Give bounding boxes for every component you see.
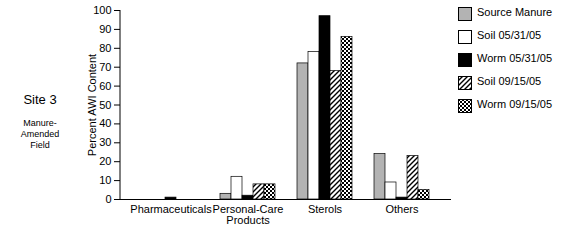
html-text:Worm 05/31/05: Worm 05/31/05 <box>477 52 552 64</box>
svg-text:40: 40 <box>99 117 111 129</box>
svg-text:80: 80 <box>99 42 111 54</box>
svg-text:90: 90 <box>99 23 111 35</box>
svg-text:Percent AWI Content: Percent AWI Content <box>86 54 98 156</box>
svg-text:100: 100 <box>93 4 111 16</box>
svg-text:50: 50 <box>99 99 111 111</box>
html-text:Worm 09/15/05: Worm 09/15/05 <box>477 98 552 110</box>
svg-text:0: 0 <box>105 193 111 205</box>
svg-text:Pharmaceuticals: Pharmaceuticals <box>130 203 212 215</box>
svg-text:Personal-CareProducts: Personal-CareProducts <box>213 203 284 226</box>
svg-text:70: 70 <box>99 61 111 73</box>
svg-text:Sterols: Sterols <box>308 203 343 215</box>
svg-text:10: 10 <box>99 174 111 186</box>
html-text:Soil 09/15/05: Soil 09/15/05 <box>477 75 542 87</box>
html-text:Manure-Amended Field: Manure-Amended Field <box>20 118 60 150</box>
svg-text:60: 60 <box>99 80 111 92</box>
svg-text:Others: Others <box>385 203 419 215</box>
html-text:Source Manure: Source Manure <box>477 6 553 18</box>
html-text:Soil 05/31/05: Soil 05/31/05 <box>477 29 542 41</box>
svg-text:30: 30 <box>99 136 111 148</box>
html-text:Site 3: Site 3 <box>23 92 57 107</box>
svg-text:20: 20 <box>99 155 111 167</box>
